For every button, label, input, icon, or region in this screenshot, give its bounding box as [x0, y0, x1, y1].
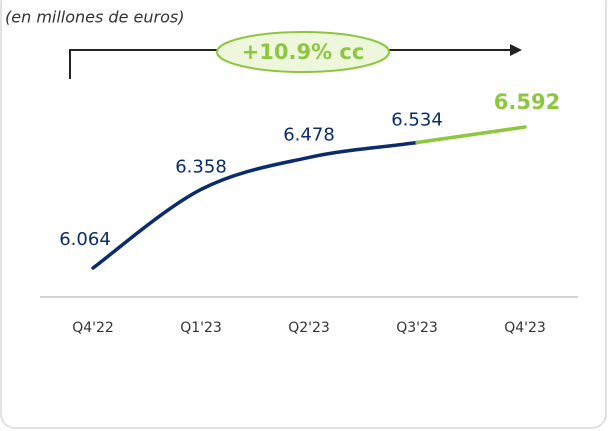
annotation: +10.9% cc — [242, 40, 365, 64]
x-tick-label: Q1'23 — [180, 320, 222, 336]
line — [91, 140, 419, 270]
x-tick-label: Q4'23 — [504, 320, 546, 336]
x-tick-label: Q3'23 — [396, 320, 438, 336]
line-last-segment — [415, 125, 527, 145]
data-label: 6.478 — [283, 124, 335, 145]
annotation-bubble — [216, 31, 390, 73]
data-label: 6.592 — [494, 90, 560, 114]
data-label: 6.358 — [175, 156, 227, 177]
x-tick-label: Q2'23 — [288, 320, 330, 336]
x-tick-label: Q4'22 — [72, 320, 114, 336]
arrow-head — [510, 44, 522, 56]
data-label: 6.534 — [391, 109, 443, 130]
subtitle: (en millones de euros) — [5, 8, 184, 27]
data-label: 6.064 — [59, 229, 111, 250]
